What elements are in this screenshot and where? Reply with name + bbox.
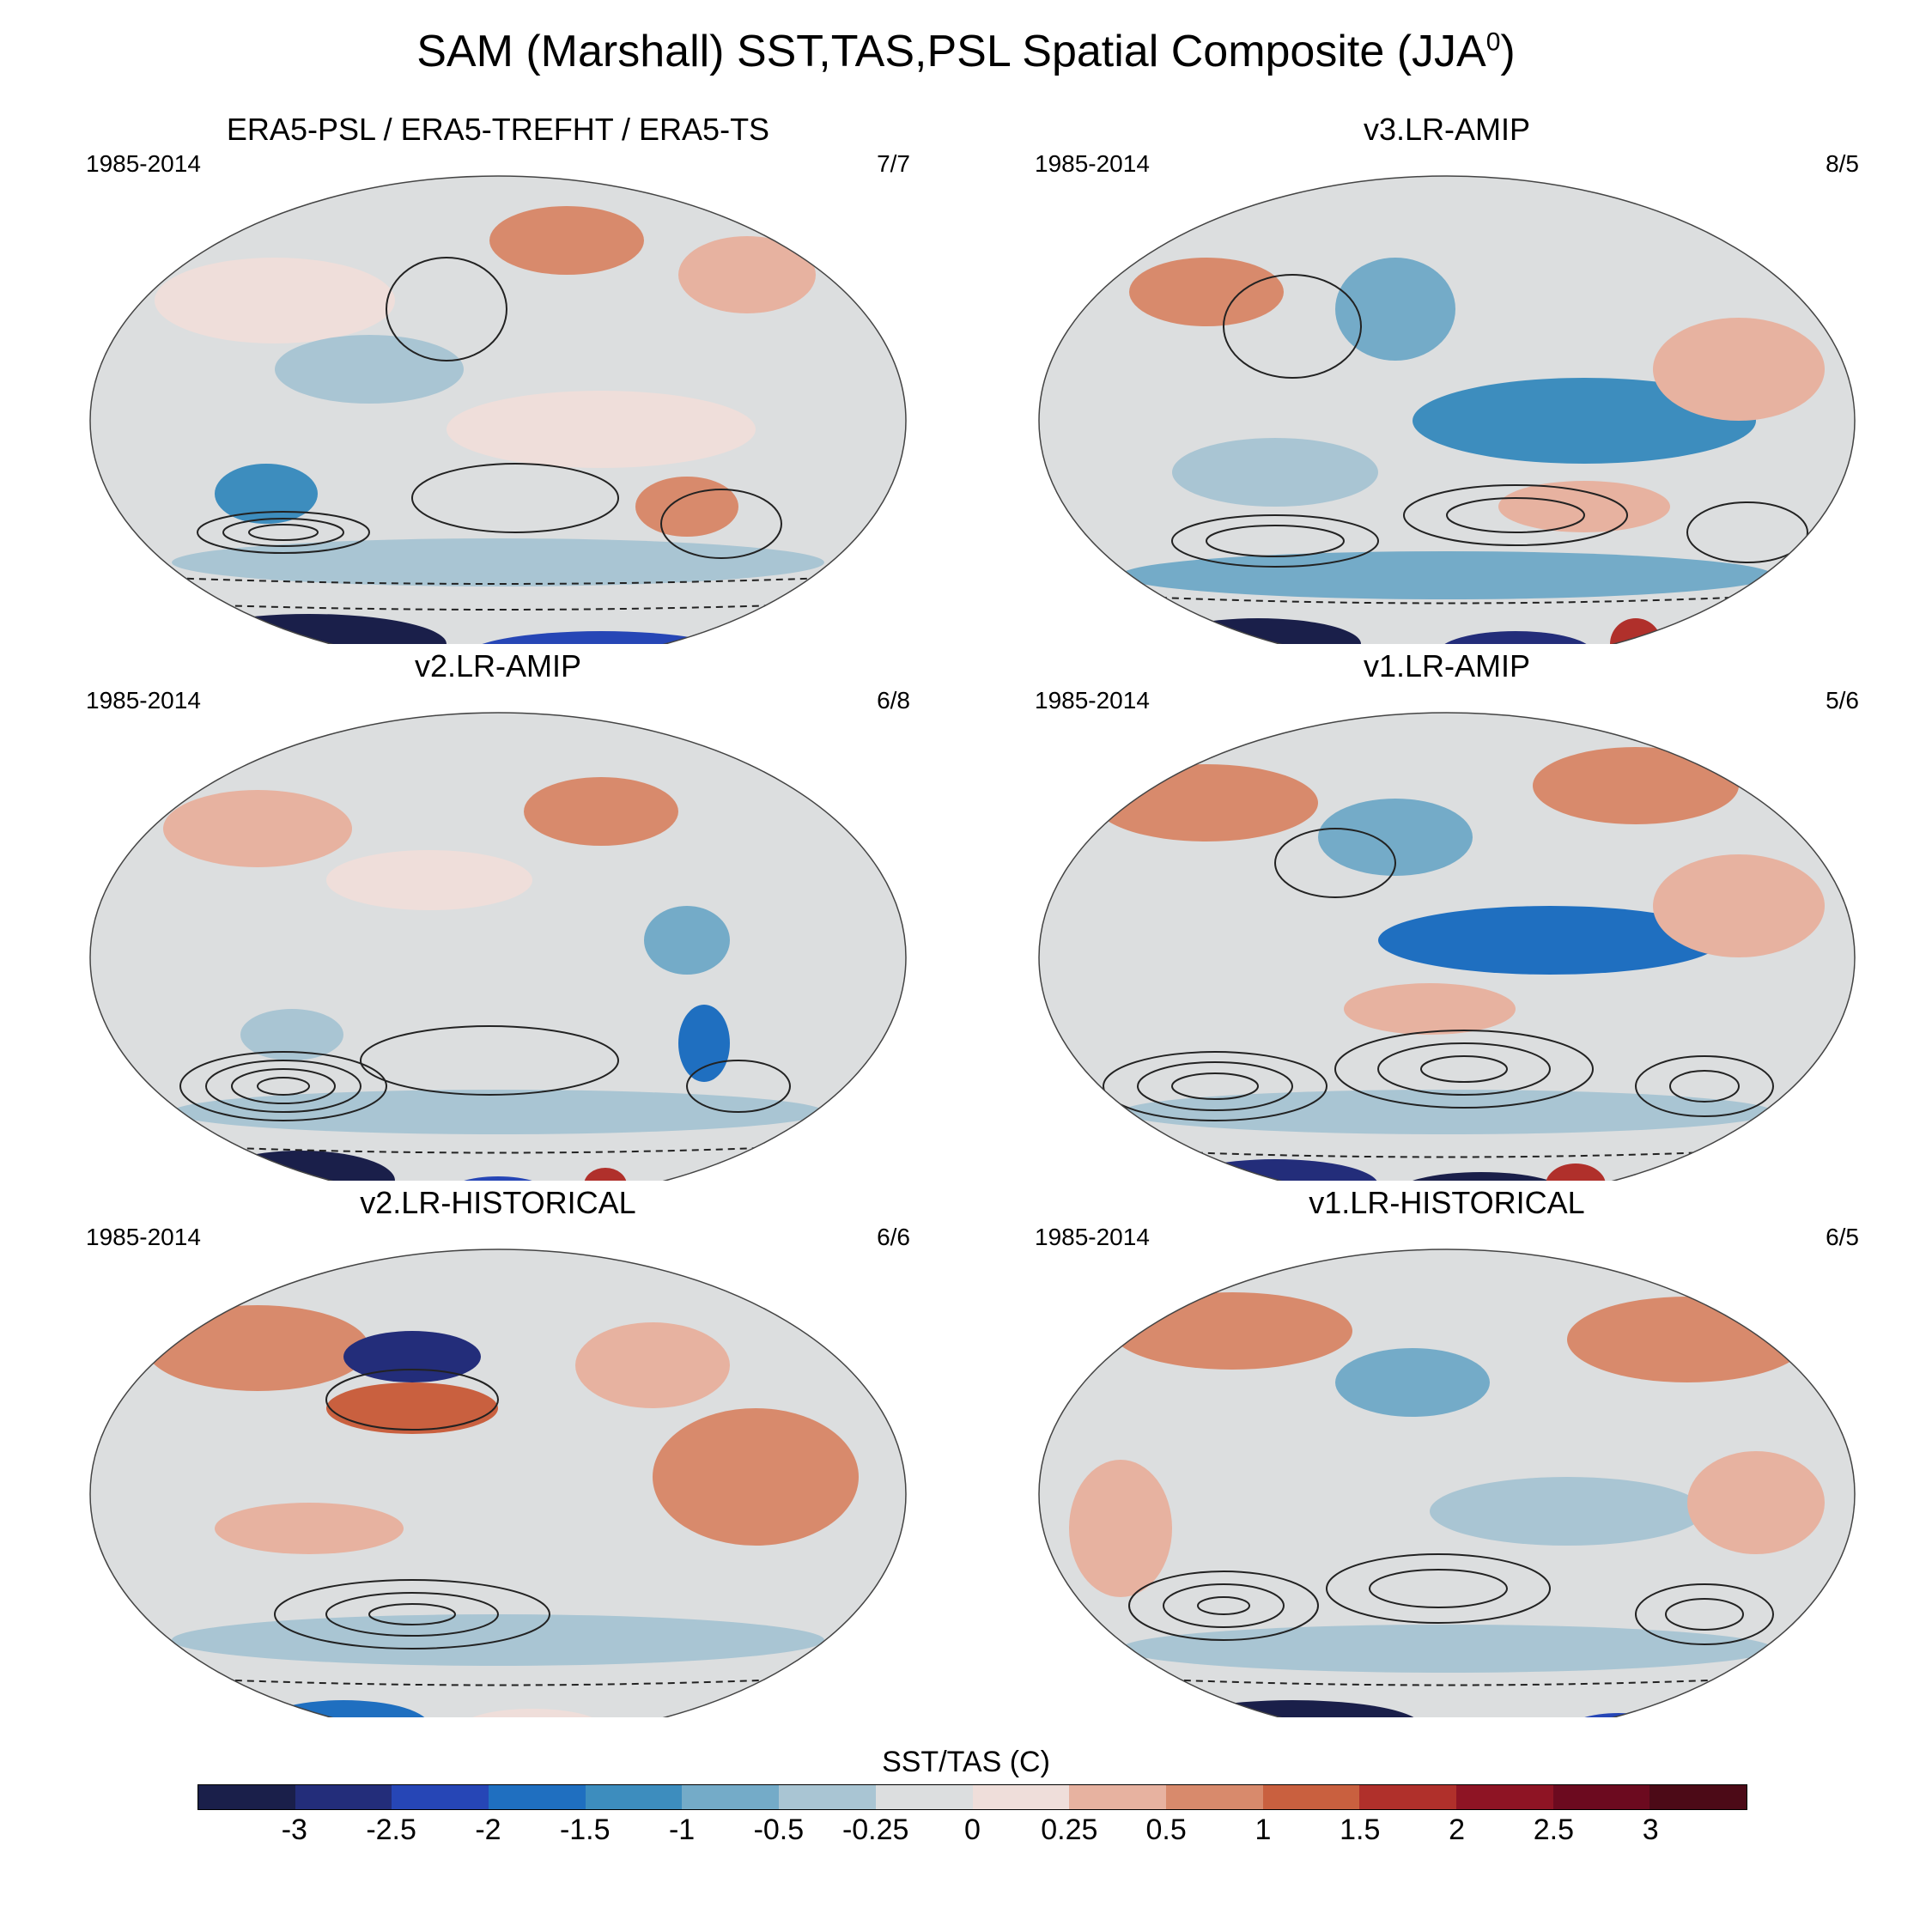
colorbar-tick-label: 2 <box>1449 1814 1466 1846</box>
colorbar-tick-label: 0.25 <box>1041 1814 1098 1846</box>
map-panel-v2-lr-historical: v2.LR-HISTORICAL 1985-2014 6/6 <box>86 1185 910 1717</box>
panel-ratio: 7/7 <box>877 150 910 177</box>
panel-title: v2.LR-AMIP <box>414 648 582 683</box>
map-panel-v1-lr-amip: v1.LR-AMIP 1985-2014 5/6 <box>1035 648 1859 1181</box>
colorbar-tick-label: 2.5 <box>1533 1814 1575 1846</box>
colorbar-swatch <box>1262 1785 1360 1809</box>
colorbar-tick-label: 1.5 <box>1340 1814 1381 1846</box>
colorbar-title: SST/TAS (C) <box>882 1746 1050 1778</box>
panel-title: v1.LR-HISTORICAL <box>1309 1185 1585 1220</box>
panel-title: v1.LR-AMIP <box>1363 648 1531 683</box>
colorbar-tick-label: -0.5 <box>753 1814 805 1846</box>
colorbar-swatch <box>682 1785 780 1809</box>
colorbar-tick-label: -1 <box>668 1814 696 1846</box>
colorbar-swatch <box>779 1785 876 1809</box>
colorbar-tick-label: 0 <box>964 1814 981 1846</box>
colorbar-swatch <box>392 1785 489 1809</box>
colorbar-swatch <box>198 1785 295 1809</box>
panel-years: 1985-2014 <box>1035 687 1150 714</box>
panel-years: 1985-2014 <box>86 150 201 177</box>
panel-years: 1985-2014 <box>1035 1224 1150 1250</box>
colorbar-swatch <box>295 1785 392 1809</box>
colorbar-swatch <box>1069 1785 1166 1809</box>
colorbar-tick-label: -3 <box>281 1814 307 1846</box>
colorbar-tick-label: -1.5 <box>559 1814 611 1846</box>
colorbar-swatch <box>1552 1785 1650 1809</box>
map-panel-v3-lr-amip: v3.LR-AMIP 1985-2014 8/5 <box>1035 112 1859 644</box>
map-figure <box>1038 175 1856 644</box>
colorbar <box>197 1784 1747 1810</box>
panel-ratio: 5/6 <box>1826 687 1859 714</box>
colorbar-tick-label: 0.5 <box>1145 1814 1187 1846</box>
figure-title: SAM (Marshall) SST,TAS,PSL Spatial Compo… <box>416 27 1516 76</box>
map-figure <box>89 175 907 644</box>
map-panel-v1-lr-historical: v1.LR-HISTORICAL 1985-2014 6/5 <box>1035 1185 1859 1717</box>
panel-years: 1985-2014 <box>86 1224 201 1250</box>
panel-title: ERA5-PSL / ERA5-TREFHT / ERA5-TS <box>226 112 770 147</box>
panel-title: v3.LR-AMIP <box>1363 112 1531 147</box>
colorbar-swatch <box>972 1785 1070 1809</box>
colorbar-tick-label: -0.25 <box>841 1814 909 1846</box>
colorbar-tick-label: 1 <box>1255 1814 1272 1846</box>
colorbar-tick-label: -2.5 <box>366 1814 416 1846</box>
colorbar-swatch <box>1165 1785 1263 1809</box>
colorbar-swatch <box>875 1785 973 1809</box>
map-figure <box>89 1249 907 1717</box>
map-figure <box>1038 1249 1856 1717</box>
colorbar-swatch <box>585 1785 683 1809</box>
colorbar-tick-label: 3 <box>1642 1814 1659 1846</box>
map-figure <box>1038 712 1856 1181</box>
colorbar-swatch <box>489 1785 586 1809</box>
panel-years: 1985-2014 <box>86 687 201 714</box>
panel-ratio: 8/5 <box>1826 150 1859 177</box>
panel-ratio: 6/8 <box>877 687 910 714</box>
colorbar-swatch <box>1455 1785 1553 1809</box>
panel-ratio: 6/6 <box>877 1224 910 1250</box>
map-figure <box>89 712 907 1181</box>
colorbar-swatch <box>1649 1785 1747 1809</box>
colorbar-labels: -3 -2.5 -2 -1.5 -1 -0.5 -0.25 0 0.25 0.5 1 1.5 2 2.5 3 <box>197 1814 1747 1851</box>
colorbar-tick-label: -2 <box>475 1814 501 1846</box>
map-panel-v2-lr-amip: v2.LR-AMIP 1985-2014 6/8 <box>86 648 910 1181</box>
map-panel-era5: ERA5-PSL / ERA5-TREFHT / ERA5-TS 1985-20… <box>86 112 910 644</box>
colorbar-swatch <box>1359 1785 1456 1809</box>
panel-ratio: 6/5 <box>1826 1224 1859 1250</box>
panel-title: v2.LR-HISTORICAL <box>360 1185 636 1220</box>
panel-years: 1985-2014 <box>1035 150 1150 177</box>
